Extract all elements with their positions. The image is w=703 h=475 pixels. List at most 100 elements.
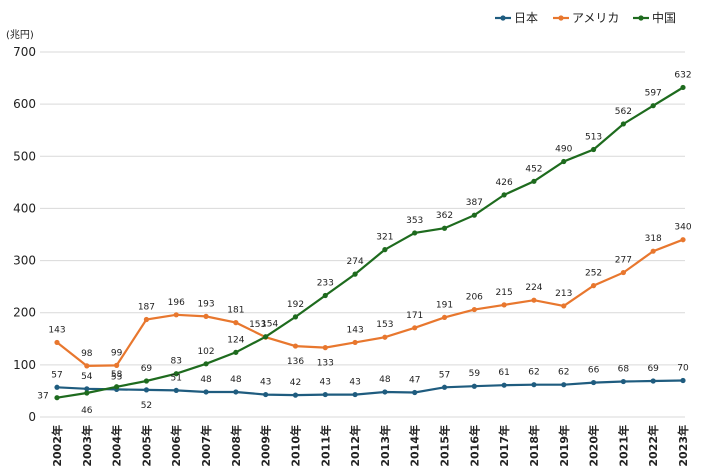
data-label-usa: 340 bbox=[674, 223, 691, 233]
data-label-japan: 43 bbox=[320, 378, 331, 388]
data-label-usa: 171 bbox=[406, 311, 423, 321]
data-label-usa: 196 bbox=[168, 298, 185, 308]
data-point-japan bbox=[590, 379, 597, 386]
data-label-china: 102 bbox=[197, 347, 214, 357]
data-label-china: 513 bbox=[585, 133, 602, 143]
data-label-usa: 153 bbox=[249, 320, 266, 330]
data-label-japan: 53 bbox=[111, 372, 122, 382]
data-label-japan: 69 bbox=[647, 364, 659, 374]
x-tick-label: 2017年 bbox=[497, 425, 511, 467]
data-label-usa: 181 bbox=[227, 306, 244, 316]
data-label-usa: 143 bbox=[347, 325, 364, 335]
data-label-china: 37 bbox=[37, 392, 48, 402]
x-axis-ticks: 2002年 2003年 2004年 2005年 2006年 2007年 2008年 2009年… bbox=[50, 425, 690, 467]
legend: 日本 アメリカ 中国 bbox=[495, 10, 676, 25]
data-label-usa: 187 bbox=[138, 302, 155, 312]
data-point-china bbox=[531, 178, 537, 184]
x-tick-label: 2020年 bbox=[587, 425, 601, 467]
x-tick-label: 2003年 bbox=[80, 425, 94, 467]
data-label-japan: 59 bbox=[469, 369, 481, 379]
gridlines bbox=[40, 51, 685, 418]
x-tick-label: 2018年 bbox=[527, 425, 541, 467]
data-label-japan: 48 bbox=[230, 375, 242, 385]
data-labels: 57 54 53 52 51 48 48 43 42 43 43 48 47 57 59 61 62 62 66 68… bbox=[37, 70, 692, 416]
legend-label-usa: アメリカ bbox=[572, 11, 619, 25]
data-label-china: 321 bbox=[376, 233, 393, 243]
legend-item-china: 中国 bbox=[633, 10, 676, 25]
data-label-usa: 318 bbox=[645, 234, 662, 244]
data-label-japan: 48 bbox=[200, 375, 212, 385]
x-tick-label: 2006年 bbox=[169, 425, 183, 467]
data-point-china bbox=[352, 271, 358, 277]
data-label-china: 597 bbox=[645, 89, 662, 99]
data-point-japan bbox=[382, 389, 388, 395]
data-label-japan: 70 bbox=[677, 364, 689, 374]
x-tick-label: 2014年 bbox=[408, 425, 422, 467]
x-tick-label: 2016年 bbox=[467, 425, 481, 467]
data-point-china bbox=[561, 158, 567, 165]
x-tick-label: 2023年 bbox=[676, 425, 690, 467]
data-label-japan: 42 bbox=[290, 378, 301, 388]
data-label-usa: 98 bbox=[81, 349, 93, 359]
data-label-china: 124 bbox=[227, 335, 244, 345]
data-point-japan bbox=[263, 391, 269, 398]
x-tick-label: 2011年 bbox=[318, 425, 332, 467]
data-point-usa bbox=[322, 345, 328, 351]
data-point-usa bbox=[54, 339, 60, 346]
data-label-china: 69 bbox=[141, 364, 153, 374]
x-tick-label: 2004年 bbox=[110, 425, 124, 467]
data-point-usa bbox=[620, 269, 626, 276]
data-point-japan bbox=[441, 384, 448, 390]
data-label-japan: 62 bbox=[558, 368, 569, 378]
y-tick-label: 200 bbox=[13, 306, 36, 320]
data-point-japan bbox=[412, 389, 418, 396]
series-line-china bbox=[56, 86, 684, 399]
x-tick-label: 2013年 bbox=[378, 425, 392, 467]
data-label-china: 233 bbox=[317, 279, 334, 289]
y-tick-label: 700 bbox=[13, 45, 36, 59]
data-label-japan: 61 bbox=[498, 368, 509, 378]
data-point-usa bbox=[471, 306, 477, 313]
data-point-china bbox=[412, 230, 418, 236]
data-point-japan bbox=[203, 389, 209, 395]
legend-item-japan: 日本 bbox=[495, 11, 538, 25]
x-tick-label: 2009年 bbox=[259, 425, 273, 467]
data-label-china: 83 bbox=[171, 357, 182, 367]
x-tick-label: 2022年 bbox=[646, 425, 660, 467]
data-point-china bbox=[680, 84, 686, 91]
data-point-china bbox=[263, 334, 269, 340]
data-point-usa bbox=[233, 320, 239, 326]
data-point-japan bbox=[143, 387, 150, 393]
data-label-japan: 54 bbox=[81, 372, 93, 382]
legend-label-china: 中国 bbox=[652, 10, 676, 25]
data-point-japan bbox=[352, 391, 358, 398]
data-point-china bbox=[173, 371, 179, 377]
data-point-usa bbox=[561, 303, 567, 309]
data-label-china: 192 bbox=[287, 300, 304, 310]
data-point-usa bbox=[143, 316, 150, 323]
data-label-china: 562 bbox=[615, 107, 632, 117]
x-tick-label: 2005年 bbox=[139, 425, 153, 467]
data-label-china: 46 bbox=[81, 406, 93, 416]
series-lines bbox=[54, 84, 686, 401]
x-tick-label: 2010年 bbox=[288, 425, 302, 467]
data-label-usa: 277 bbox=[615, 256, 632, 266]
data-point-usa bbox=[531, 297, 537, 303]
data-label-usa: 133 bbox=[317, 359, 334, 369]
data-point-china bbox=[382, 247, 388, 253]
data-point-japan bbox=[650, 378, 656, 384]
x-tick-label: 2021年 bbox=[616, 425, 630, 467]
data-point-usa bbox=[441, 314, 448, 321]
x-tick-label: 2015年 bbox=[438, 425, 452, 467]
data-point-japan bbox=[292, 392, 299, 398]
data-point-china bbox=[441, 225, 448, 231]
data-label-japan: 47 bbox=[409, 375, 420, 385]
data-point-japan bbox=[620, 378, 626, 385]
data-label-usa: 153 bbox=[376, 320, 393, 330]
data-label-usa: 143 bbox=[48, 325, 65, 335]
x-tick-label: 2002年 bbox=[50, 425, 64, 467]
data-point-usa bbox=[382, 334, 388, 340]
data-point-japan bbox=[322, 391, 328, 398]
x-tick-label: 2012年 bbox=[348, 425, 362, 467]
data-label-usa: 191 bbox=[436, 300, 453, 310]
